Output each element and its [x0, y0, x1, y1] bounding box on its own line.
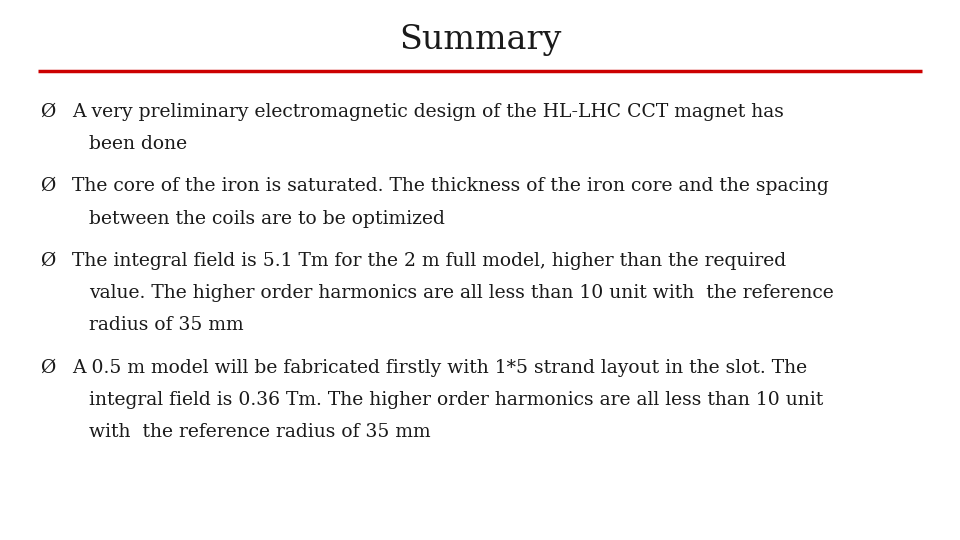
Text: between the coils are to be optimized: between the coils are to be optimized — [89, 210, 445, 227]
Text: Ø: Ø — [40, 103, 56, 120]
Text: radius of 35 mm: radius of 35 mm — [89, 316, 244, 334]
Text: integral field is 0.36 Tm. The higher order harmonics are all less than 10 unit: integral field is 0.36 Tm. The higher or… — [89, 391, 824, 409]
Text: A 0.5 m model will be fabricated firstly with 1*5 strand layout in the slot. The: A 0.5 m model will be fabricated firstly… — [72, 359, 807, 376]
Text: been done: been done — [89, 135, 187, 153]
Text: Summary: Summary — [398, 24, 562, 56]
Text: The core of the iron is saturated. The thickness of the iron core and the spacin: The core of the iron is saturated. The t… — [72, 177, 828, 195]
Text: Ø: Ø — [40, 177, 56, 195]
Text: value. The higher order harmonics are all less than 10 unit with  the reference: value. The higher order harmonics are al… — [89, 284, 834, 302]
Text: Ø: Ø — [40, 252, 56, 269]
Text: with  the reference radius of 35 mm: with the reference radius of 35 mm — [89, 423, 431, 441]
Text: Ø: Ø — [40, 359, 56, 376]
Text: The integral field is 5.1 Tm for the 2 m full model, higher than the required: The integral field is 5.1 Tm for the 2 m… — [72, 252, 786, 269]
Text: A very preliminary electromagnetic design of the HL-LHC CCT magnet has: A very preliminary electromagnetic desig… — [72, 103, 784, 120]
